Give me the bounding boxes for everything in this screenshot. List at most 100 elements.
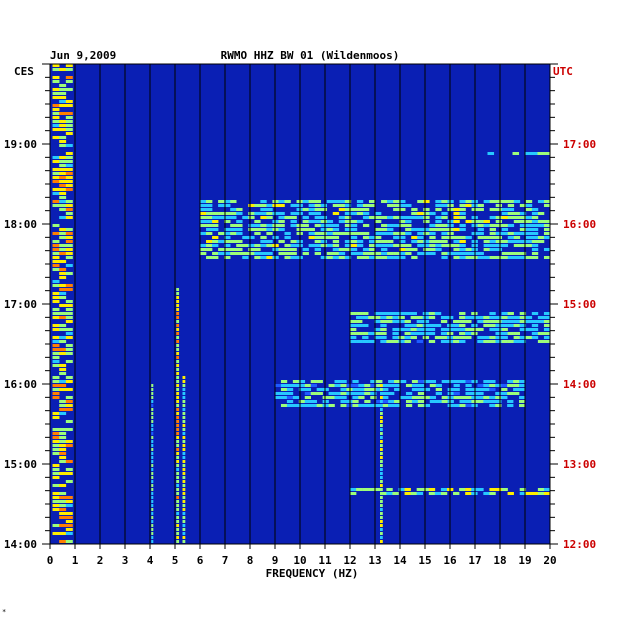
heatmap-cell: [242, 252, 249, 255]
heatmap-cell: [52, 328, 60, 331]
heatmap-cell: [417, 236, 424, 239]
heatmap-cell: [405, 252, 412, 255]
heatmap-cell: [350, 340, 357, 343]
heatmap-cell: [381, 224, 388, 227]
heatmap-cell: [362, 208, 370, 211]
heatmap-cell: [422, 312, 430, 315]
heatmap-cell: [52, 344, 60, 347]
heatmap-cell: [435, 204, 442, 207]
x-axis-title: FREQUENCY (HZ): [266, 567, 359, 580]
heatmap-cell: [182, 424, 186, 427]
heatmap-cell: [416, 488, 424, 491]
heatmap-cell: [441, 380, 448, 383]
heatmap-cell: [52, 280, 60, 283]
heatmap-cell: [380, 384, 383, 387]
heatmap-cell: [176, 468, 180, 471]
heatmap-cell: [340, 404, 347, 407]
heatmap-cell: [537, 236, 545, 239]
heatmap-cell: [507, 320, 514, 323]
heatmap-cell: [423, 252, 430, 255]
heatmap-cell: [477, 208, 484, 211]
heatmap-cell: [176, 464, 180, 467]
heatmap-cell: [344, 256, 352, 259]
heatmap-cell: [417, 400, 425, 403]
heatmap-cell: [434, 312, 442, 315]
heatmap-cell: [525, 224, 533, 227]
heatmap-cell: [59, 160, 67, 163]
heatmap-cell: [416, 320, 424, 323]
heatmap-cell: [59, 112, 67, 115]
heatmap-cell: [182, 412, 186, 415]
heatmap-cell: [495, 340, 502, 343]
heatmap-cell: [65, 480, 73, 483]
heatmap-cell: [519, 212, 527, 215]
heatmap-cell: [59, 524, 67, 527]
heatmap-cell: [236, 252, 243, 255]
heatmap-cell: [176, 328, 180, 331]
heatmap-cell: [405, 204, 412, 207]
heatmap-cell: [519, 228, 527, 231]
heatmap-cell: [380, 504, 383, 507]
heatmap-cell: [59, 508, 67, 511]
heatmap-cell: [411, 400, 419, 403]
heatmap-cell: [387, 200, 394, 203]
heatmap-cell: [254, 232, 261, 235]
x-tick-label: 14: [393, 554, 407, 567]
heatmap-cell: [176, 440, 180, 443]
heatmap-cell: [224, 252, 231, 255]
heatmap-cell: [266, 208, 273, 211]
heatmap-cell: [459, 248, 466, 251]
heatmap-cell: [151, 504, 154, 507]
heatmap-cell: [304, 404, 312, 407]
heatmap-cell: [332, 228, 340, 231]
heatmap-cell: [212, 236, 219, 239]
heatmap-cell: [320, 244, 328, 247]
heatmap-cell: [260, 204, 267, 207]
heatmap-cell: [543, 152, 551, 155]
heatmap-cell: [224, 204, 231, 207]
heatmap-cell: [382, 400, 389, 403]
heatmap-cell: [298, 384, 306, 387]
heatmap-cell: [519, 224, 527, 227]
heatmap-cell: [417, 252, 424, 255]
heatmap-cell: [411, 380, 419, 383]
heatmap-cell: [59, 532, 67, 535]
heatmap-cell: [272, 224, 279, 227]
heatmap-cell: [52, 464, 60, 467]
heatmap-cell: [399, 252, 406, 255]
heatmap-cell: [59, 408, 67, 411]
heatmap-cell: [440, 328, 448, 331]
heatmap-cell: [290, 248, 297, 251]
heatmap-cell: [266, 232, 273, 235]
heatmap-cell: [176, 332, 180, 335]
heatmap-cell: [182, 404, 186, 407]
heatmap-cell: [459, 208, 466, 211]
heatmap-cell: [422, 324, 430, 327]
heatmap-cell: [212, 224, 219, 227]
heatmap-cell: [435, 248, 442, 251]
footer-mark: *: [2, 608, 6, 616]
heatmap-cell: [65, 172, 73, 175]
heatmap-cell: [501, 336, 508, 339]
heatmap-cell: [417, 244, 424, 247]
heatmap-cell: [284, 200, 291, 203]
heatmap-cell: [344, 232, 352, 235]
heatmap-cell: [388, 384, 395, 387]
heatmap-cell: [368, 488, 375, 491]
heatmap-cell: [507, 380, 514, 383]
heatmap-cell: [362, 252, 370, 255]
heatmap-cell: [507, 340, 514, 343]
heatmap-cell: [370, 396, 377, 399]
heatmap-cell: [278, 212, 285, 215]
heatmap-cell: [59, 184, 67, 187]
heatmap-cell: [65, 516, 73, 519]
heatmap-cell: [176, 516, 180, 519]
heatmap-cell: [489, 312, 496, 315]
heatmap-cell: [65, 540, 73, 543]
heatmap-cell: [182, 480, 186, 483]
heatmap-cell: [489, 396, 496, 399]
heatmap-cell: [200, 220, 207, 223]
heatmap-cell: [176, 484, 180, 487]
heatmap-cell: [411, 256, 418, 259]
heatmap-cell: [393, 236, 400, 239]
